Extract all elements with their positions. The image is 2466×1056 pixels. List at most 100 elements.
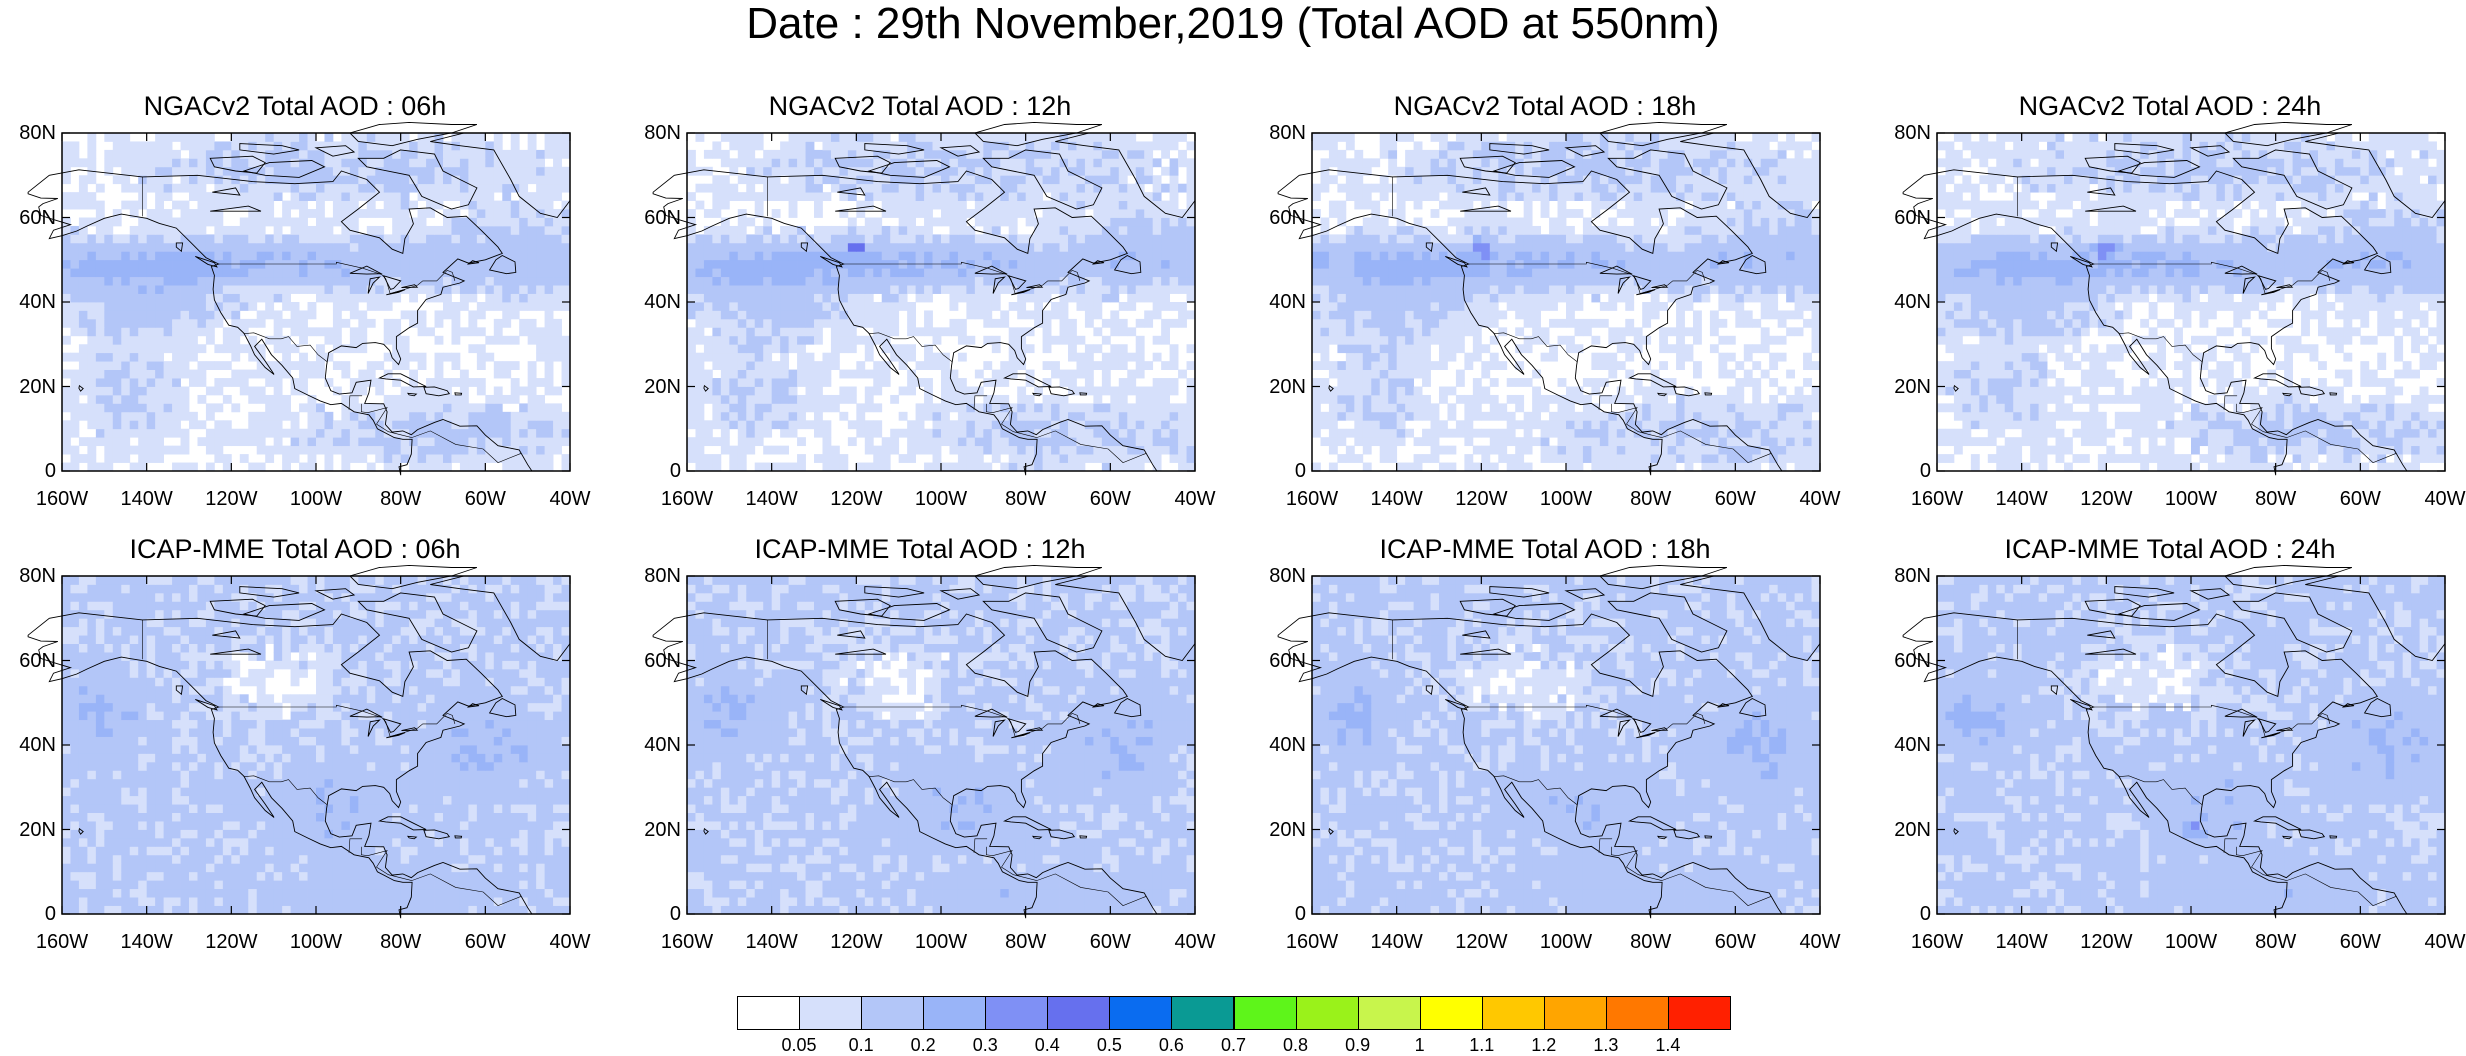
x-tick-label: 100W — [914, 931, 968, 953]
x-tick-label: 120W — [205, 931, 258, 953]
y-tick-label: 80N — [644, 122, 681, 144]
map-panel-ngac-18h: NGACv2 Total AOD : 18h 80N 60N 40N 20N 0 160W 1… — [1250, 90, 1840, 530]
x-tick-label: 40W — [1799, 931, 1841, 953]
x-tick-label: 60W — [2339, 931, 2381, 953]
y-tick-label: 60N — [1269, 206, 1306, 229]
map-panel-ngac-12h: NGACv2 Total AOD : 12h 80N 60N 40N 20N 0 160W 1… — [625, 90, 1215, 530]
x-tick-label: 160W — [1910, 931, 1964, 953]
panel-title: ICAP-MME Total AOD : 18h — [1379, 534, 1711, 564]
x-tick-label: 60W — [464, 931, 506, 953]
colorbar-swatch — [1171, 996, 1235, 1030]
map-panel-ngac-06h: NGACv2 Total AOD : 06h 80N 60N 40N 20N 0 160W 1… — [0, 90, 590, 530]
aod-map — [1902, 564, 2446, 919]
x-tick-label: 160W — [1285, 931, 1339, 953]
axis-ticks — [1936, 575, 2446, 915]
y-tick-label: 40N — [644, 734, 681, 756]
aod-field — [1937, 576, 2446, 915]
x-tick-label: 160W — [1285, 488, 1339, 510]
y-tick-label: 0 — [44, 903, 56, 925]
colorbar-label: 1.2 — [1531, 1035, 1557, 1055]
y-tick-label: 80N — [1269, 565, 1306, 587]
colorbar-swatch — [923, 996, 987, 1030]
colorbar-swatch — [737, 996, 801, 1030]
x-tick-label: 140W — [120, 931, 173, 953]
country-borders — [142, 176, 522, 463]
x-tick-label: 120W — [2080, 931, 2133, 953]
colorbar-swatch — [1109, 996, 1173, 1030]
x-tick-label: 40W — [2424, 931, 2466, 953]
x-tick-label: 120W — [1455, 488, 1508, 510]
x-tick-label: 100W — [1539, 488, 1593, 510]
axis-ticks — [1936, 132, 2446, 472]
y-tick-label: 60N — [1894, 649, 1931, 672]
x-tick-label: 80W — [2255, 488, 2297, 510]
colorbar-label: 0.8 — [1283, 1035, 1309, 1055]
axis-ticks — [1311, 575, 1821, 915]
y-tick-label: 60N — [644, 206, 681, 229]
y-tick-label: 20N — [19, 818, 56, 841]
map-panel-ngac-24h: NGACv2 Total AOD : 24h 80N 60N 40N 20N 0 160W 1… — [1875, 90, 2465, 530]
colorbar-swatch — [1667, 996, 1731, 1030]
x-tick-label: 140W — [745, 488, 798, 510]
x-tick-label: 100W — [289, 931, 343, 953]
x-tick-label: 100W — [1539, 931, 1593, 953]
y-tick-label: 20N — [1269, 818, 1306, 841]
colorbar-swatch — [799, 996, 863, 1030]
colorbar-swatch — [985, 996, 1049, 1030]
y-tick-label: 60N — [1894, 206, 1931, 229]
y-tick-label: 60N — [19, 649, 56, 672]
country-borders — [1392, 619, 1772, 906]
aod-map — [652, 564, 1196, 919]
colorbar-swatch — [1295, 996, 1359, 1030]
y-tick-label: 40N — [1894, 291, 1931, 313]
colorbar-swatch — [1357, 996, 1421, 1030]
colorbar-label: 0.05 — [781, 1035, 817, 1055]
y-tick-label: 0 — [1919, 460, 1931, 482]
colorbar-label: 1.3 — [1593, 1035, 1619, 1055]
country-borders — [2017, 619, 2397, 906]
colorbar-swatch — [1419, 996, 1483, 1030]
aod-field — [687, 576, 1196, 915]
x-tick-label: 140W — [1995, 488, 2048, 510]
axis-ticks — [61, 575, 571, 915]
country-borders — [767, 176, 1147, 463]
colorbar: 0.05 0.1 0.2 0.3 0.4 0.5 0.6 0.7 0.8 0.9 1 1.1 1.2 1.… — [737, 996, 1731, 1054]
y-tick-label: 20N — [1894, 375, 1931, 398]
colorbar-label: 0.9 — [1345, 1035, 1371, 1055]
x-tick-label: 40W — [1174, 488, 1216, 510]
map-panel-icap-12h: ICAP-MME Total AOD : 12h 80N 60N 40N 20N 0 160… — [625, 533, 1215, 973]
country-borders — [767, 619, 1147, 906]
map-panel-icap-18h: ICAP-MME Total AOD : 18h 80N 60N 40N 20N 0 160… — [1250, 533, 1840, 973]
colorbar-label: 0.7 — [1220, 1035, 1247, 1055]
coastlines — [1277, 564, 1821, 919]
aod-map — [27, 121, 571, 476]
y-tick-label: 40N — [1269, 734, 1306, 756]
x-tick-label: 40W — [2424, 488, 2466, 510]
x-tick-label: 120W — [830, 931, 883, 953]
colorbar-label: 0.4 — [1034, 1035, 1060, 1055]
y-tick-label: 60N — [644, 649, 681, 672]
x-tick-label: 160W — [660, 931, 714, 953]
x-tick-label: 140W — [1995, 931, 2048, 953]
colorbar-label: 1 — [1414, 1035, 1425, 1055]
x-tick-label: 140W — [120, 488, 173, 510]
x-tick-label: 40W — [549, 931, 591, 953]
aod-map — [27, 564, 571, 919]
colorbar-swatch — [1233, 996, 1297, 1030]
y-tick-label: 80N — [19, 122, 56, 144]
panel-title: ICAP-MME Total AOD : 12h — [754, 534, 1086, 564]
x-tick-label: 60W — [1714, 931, 1756, 953]
x-tick-label: 60W — [2339, 488, 2381, 510]
colorbar-swatch — [1543, 996, 1607, 1030]
y-tick-label: 80N — [1894, 565, 1931, 587]
colorbar-label: 0.6 — [1158, 1035, 1184, 1055]
y-tick-label: 60N — [1269, 649, 1306, 672]
x-tick-label: 80W — [1005, 488, 1047, 510]
axis-ticks — [686, 132, 1196, 472]
colorbar-label: 0.5 — [1096, 1035, 1122, 1055]
y-tick-label: 20N — [1894, 818, 1931, 841]
y-tick-label: 0 — [1294, 460, 1306, 482]
aod-field — [1937, 133, 2446, 472]
y-tick-label: 0 — [44, 460, 56, 482]
x-tick-label: 160W — [1910, 488, 1964, 510]
